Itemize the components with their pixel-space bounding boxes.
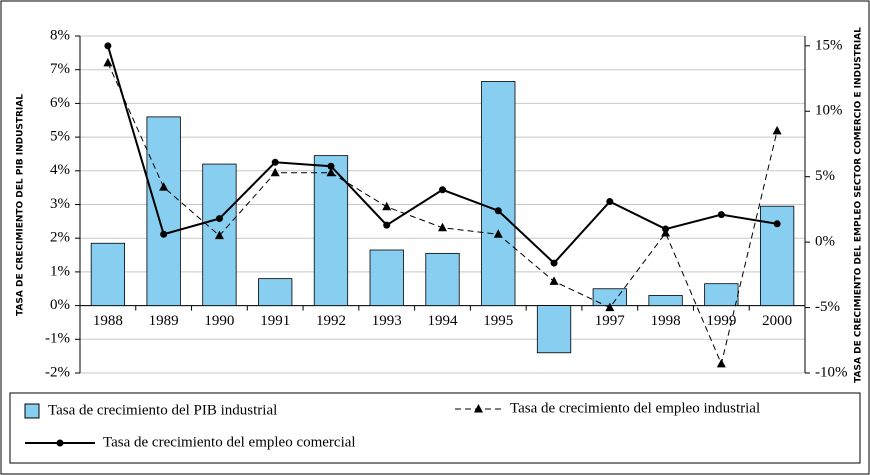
marker — [214, 230, 224, 240]
bar — [313, 155, 349, 306]
x-tick-label: 1992 — [316, 313, 346, 329]
x-tick-label: 1989 — [149, 313, 179, 329]
marker — [215, 215, 223, 223]
legend-box — [9, 392, 861, 464]
y-axis-label: TASA DE CRECIMIENTO DEL PIB INDUSTRIAL — [16, 94, 26, 316]
marker — [327, 162, 335, 170]
y2-tick-label: 5% — [815, 168, 835, 184]
x-tick-label: 1991 — [260, 313, 290, 329]
x-tick-label: 1998 — [651, 313, 681, 329]
bar — [425, 252, 460, 307]
y-tick-label: 8% — [50, 27, 70, 43]
bar — [90, 242, 126, 307]
x-tick-label: 1995 — [483, 313, 513, 329]
legend-label: Tasa de crecimiento del empleo comercial — [103, 434, 356, 450]
marker — [438, 222, 447, 232]
legend-marker — [56, 439, 64, 447]
bar — [146, 116, 181, 306]
marker — [382, 201, 392, 211]
y2-tick-label: 10% — [815, 103, 843, 119]
marker — [326, 167, 336, 177]
marker — [270, 167, 280, 177]
bar — [704, 283, 739, 307]
marker — [494, 207, 502, 215]
marker — [383, 221, 391, 229]
y2-tick-label: 15% — [815, 37, 843, 53]
legend-label: Tasa de crecimiento del PIB industrial — [48, 402, 277, 418]
y2-tick-label: -10% — [815, 364, 848, 380]
marker — [717, 211, 725, 219]
marker — [773, 220, 781, 228]
x-tick-label: 1994 — [428, 313, 459, 329]
y2-axis-label: TASA DE CRECIMIENTO DEL EMPLEO SECTOR CO… — [854, 27, 864, 383]
legend-label: Tasa de crecimiento del empleo industria… — [510, 400, 760, 416]
y-tick-label: 1% — [50, 263, 70, 279]
x-tick-label: 1988 — [93, 313, 123, 329]
marker — [493, 229, 503, 238]
marker — [271, 158, 279, 166]
y-tick-label: 6% — [50, 95, 70, 111]
x-tick-label: 1999 — [706, 313, 736, 329]
marker — [103, 57, 113, 67]
y-tick-label: -2% — [45, 364, 70, 380]
marker — [662, 225, 670, 233]
bar — [481, 81, 516, 306]
bar — [258, 278, 293, 307]
x-tick-label: 1993 — [372, 313, 402, 329]
y2-tick-label: 0% — [815, 234, 835, 250]
marker — [550, 259, 558, 267]
y-tick-label: 4% — [50, 162, 70, 178]
y-tick-label: 5% — [50, 129, 70, 145]
y2-tick-label: -5% — [815, 299, 840, 315]
bar — [536, 305, 572, 354]
marker — [159, 182, 169, 191]
y-tick-label: 0% — [50, 297, 70, 313]
marker — [160, 230, 168, 238]
marker — [104, 42, 112, 50]
marker — [549, 276, 559, 285]
y-tick-label: 7% — [50, 61, 70, 77]
bar — [648, 295, 683, 306]
x-tick-label: 2000 — [762, 313, 792, 329]
bar — [369, 249, 404, 306]
y-tick-label: 2% — [50, 230, 70, 246]
y-tick-label: 3% — [50, 196, 70, 212]
marker — [716, 358, 726, 368]
x-tick-label: 1990 — [204, 313, 234, 329]
x-tick-label: 1997 — [595, 313, 626, 329]
legend-marker — [474, 404, 483, 413]
marker — [606, 198, 614, 206]
y-tick-label: -1% — [45, 331, 70, 347]
legend-swatch — [24, 403, 40, 419]
marker — [605, 302, 615, 312]
marker — [439, 186, 446, 194]
marker — [772, 125, 782, 135]
